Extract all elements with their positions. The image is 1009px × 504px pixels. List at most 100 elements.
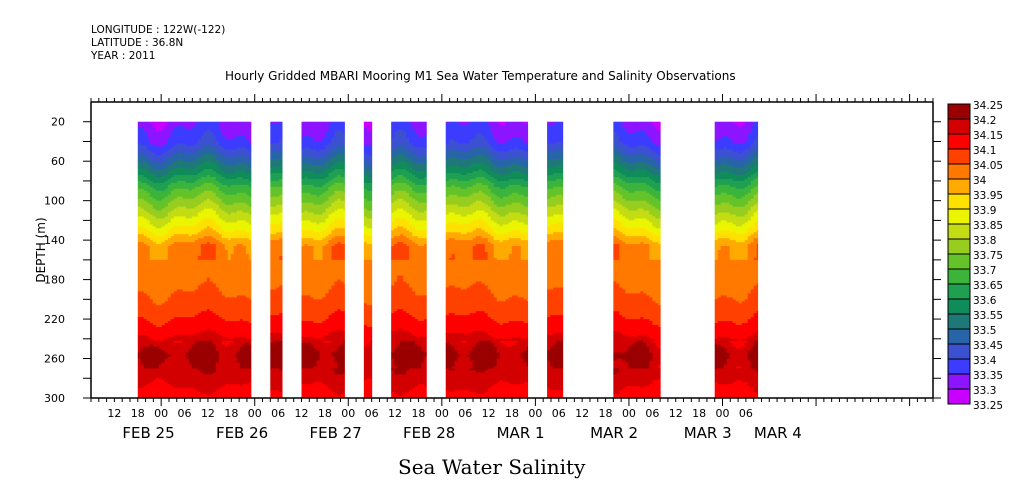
contour-band [203,182,208,192]
contour-band [469,149,474,158]
contour-band [236,321,241,338]
contour-band [643,182,647,192]
contour-band [248,121,252,125]
contour-band [391,222,395,231]
contour-band [652,301,656,326]
colorbar-label: 34.2 [973,115,996,127]
contour-band [717,157,722,166]
contour-band [484,285,489,314]
contour-band [741,259,746,302]
contour-band [143,176,148,184]
contour-band [203,208,208,219]
contour-band [230,121,235,140]
contour-band [397,226,401,237]
contour-band [649,157,653,166]
contour-band [714,159,719,166]
contour-band [406,392,410,398]
contour-band [454,360,459,391]
contour-band [221,238,226,245]
contour-band [511,336,516,342]
contour-band [328,173,332,182]
contour-band [478,218,483,229]
contour-band [502,125,507,144]
contour-band [337,121,341,131]
contour-band [744,165,749,174]
contour-band [197,165,202,174]
contour-band [209,161,214,170]
contour-band [637,208,641,219]
contour-band [412,218,416,227]
contour-band [744,340,749,344]
contour-band [400,259,404,277]
contour-band [307,121,311,137]
contour-band [391,121,395,139]
contour-band [445,180,450,188]
contour-band [744,323,749,340]
contour-band [248,143,252,152]
contour-band [463,188,468,198]
contour-band [366,259,371,306]
contour-band [176,159,181,168]
contour-band [325,244,329,294]
contour-band [559,232,563,241]
contour-band [726,384,731,398]
contour-band [628,121,632,135]
contour-band [562,173,564,182]
contour-band [215,159,220,166]
contour-band [613,311,617,332]
contour-band [421,171,425,180]
contour-band [319,204,323,215]
contour-band [334,163,338,170]
contour-band [400,374,404,397]
contour-band [406,238,410,247]
contour-band [628,192,632,202]
contour-band [652,324,656,340]
contour-band [496,180,501,188]
contour-band [343,236,345,245]
contour-band [276,123,280,144]
contour-band [502,188,507,198]
contour-band [729,214,734,223]
contour-band [502,159,507,168]
contour-band [149,204,154,215]
contour-band [616,163,620,172]
contour-band [613,121,617,133]
contour-band [334,228,338,237]
contour-band [747,228,752,237]
contour-band [366,326,371,346]
contour-band [729,384,734,398]
contour-band [741,301,746,324]
contour-band [445,332,450,344]
contour-band [301,321,305,338]
contour-band [203,145,208,154]
contour-band [188,236,193,243]
contour-band [451,204,456,213]
contour-band [726,137,731,150]
contour-band [331,121,335,139]
contour-band [655,190,659,200]
contour-band [185,208,190,219]
x-hour-label: 18 [692,407,706,420]
contour-band [409,186,413,198]
contour-band [403,169,407,178]
contour-band [215,232,220,241]
contour-band [643,163,647,170]
contour-band [714,368,719,383]
contour-band [559,340,563,369]
contour-band [236,362,241,385]
contour-band [334,147,338,156]
contour-band [726,157,731,166]
contour-band [625,386,629,398]
contour-band [242,135,247,148]
contour-band [185,198,190,210]
contour-band [248,151,252,160]
contour-band [191,208,196,217]
contour-band [176,167,181,176]
contour-band [276,151,280,160]
contour-band [622,334,626,354]
contour-band [227,321,232,340]
contour-band [137,167,142,176]
contour-band [197,212,202,223]
contour-band [236,192,241,204]
contour-band [649,214,653,223]
